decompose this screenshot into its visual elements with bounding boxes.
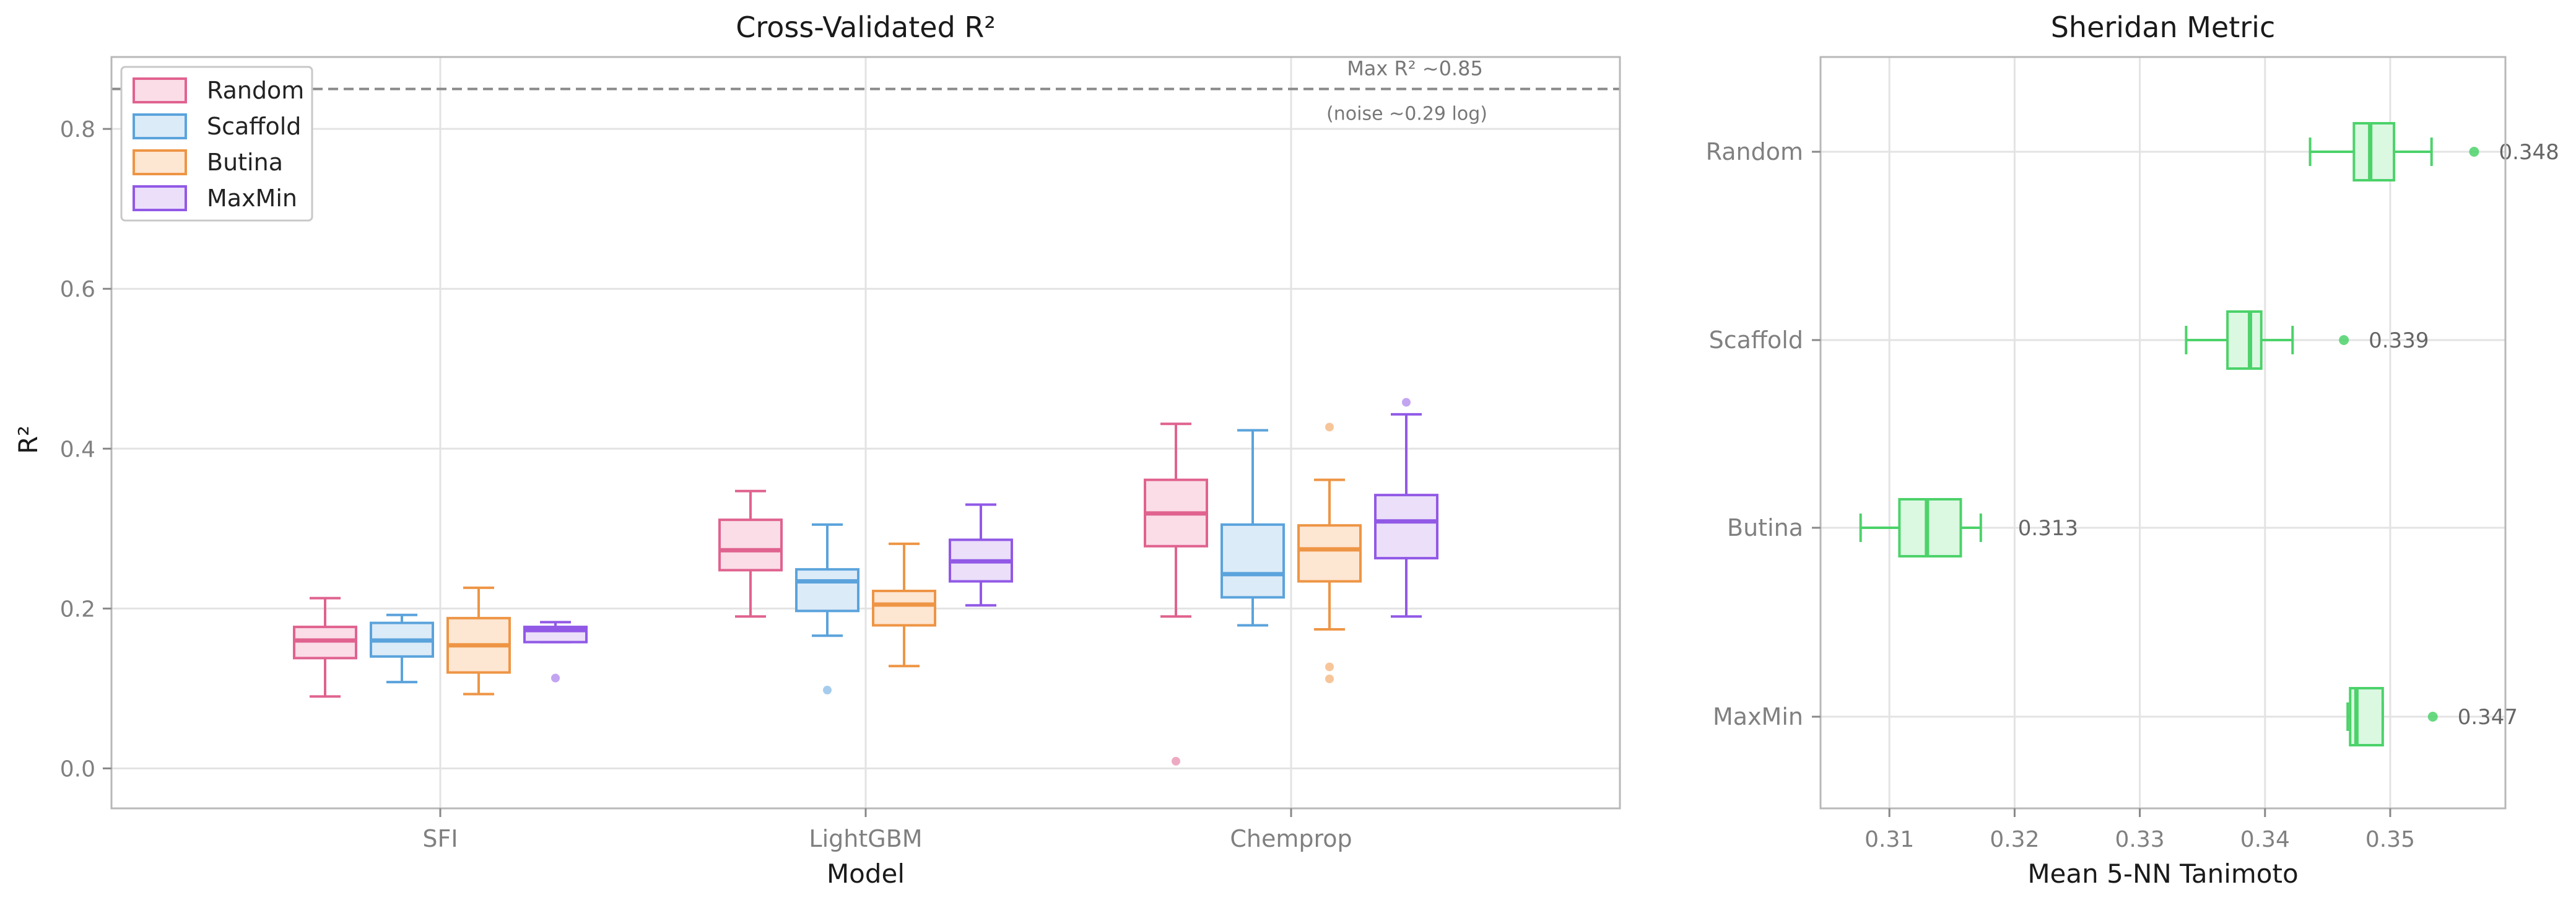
sheridan-x-tick-label: 0.32 [1990, 827, 2039, 852]
sheridan-value-label: 0.348 [2499, 140, 2559, 165]
r2-box-iqr [872, 590, 936, 627]
r2-y-tick-label: 0.0 [60, 756, 95, 782]
sheridan-y-tick-label: Random [1706, 138, 1803, 165]
noise-label: (noise ~0.29 log) [1326, 103, 1487, 125]
sheridan-y-tick-label: MaxMin [1713, 703, 1803, 730]
r2-box-iqr [1374, 494, 1438, 560]
legend-swatch-random [133, 77, 187, 103]
r2-box-scaffold [370, 613, 434, 684]
r2-box-maxmin [1374, 398, 1438, 618]
r2-chart-title: Cross-Validated R² [736, 11, 996, 44]
r2-box-iqr [718, 518, 783, 572]
sheridan-y-tick-label: Butina [1727, 514, 1803, 541]
r2-box-iqr [1221, 523, 1285, 599]
r2-box-scaffold [1221, 429, 1285, 627]
legend-label-scaffold: Scaffold [207, 113, 301, 140]
r2-x-tick-label: Chemprop [1230, 825, 1352, 852]
r2-outlier-point [823, 686, 832, 695]
r2-box-iqr [795, 568, 859, 613]
sheridan-x-tick-label: 0.35 [2365, 827, 2415, 852]
r2-y-tick-label: 0.6 [60, 277, 95, 302]
r2-x-axis-ticks: SFI LightGBM Chemprop [422, 808, 1352, 852]
legend-label-random: Random [207, 77, 304, 104]
r2-box-maxmin [523, 621, 588, 683]
sheridan-x-tick-label: 0.33 [2115, 827, 2165, 852]
r2-box-butina [872, 542, 936, 668]
r2-outlier-point [1325, 662, 1334, 671]
r2-y-tick-label: 0.2 [60, 597, 95, 622]
r2-box-butina [1297, 422, 1362, 683]
legend-label-maxmin: MaxMin [207, 185, 297, 212]
r2-box-series [293, 398, 1438, 766]
r2-outlier-point [1325, 674, 1334, 683]
r2-outlier-point [1172, 756, 1180, 766]
r2-box-random [1144, 422, 1208, 766]
r2-box-scaffold [795, 523, 859, 695]
legend-swatch-maxmin [133, 185, 187, 211]
r2-y-axis-ticks: 0.0 0.2 0.4 0.6 0.8 [60, 117, 111, 782]
sheridan-mean-point [2339, 335, 2349, 345]
sheridan-value-label: 0.347 [2458, 705, 2518, 730]
sheridan-box-iqr [1898, 498, 1962, 557]
sheridan-chart-title: Sheridan Metric [2051, 11, 2276, 44]
r2-x-axis-label: Model [827, 859, 905, 889]
r2-box-random [718, 489, 783, 618]
sheridan-value-label: 0.313 [2018, 516, 2078, 541]
sheridan-gridlines [1821, 57, 2505, 808]
sheridan-x-tick-label: 0.31 [1865, 827, 1914, 852]
sheridan-box-iqr [2226, 310, 2263, 370]
max-r2-label: Max R² ~0.85 [1347, 57, 1483, 81]
r2-reference-line-group: Max R² ~0.85 (noise ~0.29 log) [111, 57, 1620, 125]
r2-outlier-point [1402, 398, 1411, 407]
sheridan-box-butina: 0.313 [1859, 498, 2078, 557]
sheridan-x-axis-label: Mean 5-NN Tanimoto [2027, 859, 2298, 889]
sheridan-panel: Sheridan Metric 0.348 0.339 0.313 0.347 Ran… [1706, 11, 2559, 889]
r2-box-butina [446, 586, 511, 696]
sheridan-y-axis-ticks: Random Scaffold Butina MaxMin [1706, 138, 1821, 730]
sheridan-x-axis-ticks: 0.31 0.32 0.33 0.34 0.35 [1865, 808, 2415, 852]
sheridan-mean-point [2427, 712, 2438, 722]
r2-x-tick-label: LightGBM [809, 825, 922, 852]
sheridan-x-tick-label: 0.34 [2240, 827, 2290, 852]
legend-swatch-butina [133, 149, 187, 175]
r2-outlier-point [551, 673, 560, 683]
sheridan-mean-point [2469, 147, 2479, 157]
sheridan-box-iqr [2352, 122, 2396, 181]
r2-y-tick-label: 0.8 [60, 117, 95, 142]
r2-y-axis-label: R² [13, 426, 43, 454]
r2-y-tick-label: 0.4 [60, 437, 95, 462]
r2-box-random [293, 597, 357, 698]
legend-frame [120, 66, 313, 222]
r2-x-tick-label: SFI [422, 825, 458, 852]
r2-legend: Random Scaffold Butina MaxMin [120, 66, 313, 222]
legend-label-butina: Butina [207, 149, 283, 176]
r2-box-maxmin [949, 503, 1013, 607]
sheridan-box-series: 0.348 0.339 0.313 0.347 [1859, 122, 2559, 746]
r2-gridlines [111, 57, 1620, 808]
sheridan-box-maxmin: 0.347 [2346, 687, 2518, 746]
legend-swatch-scaffold [133, 113, 187, 139]
sheridan-box-random: 0.348 [2308, 122, 2559, 181]
sheridan-plot-frame [1819, 56, 2507, 810]
sheridan-y-tick-label: Scaffold [1709, 326, 1803, 354]
r2-outlier-point [1325, 422, 1334, 432]
sheridan-value-label: 0.339 [2369, 328, 2429, 353]
r2-panel: Cross-Validated R² Max R² ~0.85 (noise ~… [13, 11, 1621, 889]
sheridan-box-scaffold: 0.339 [2185, 310, 2429, 370]
r2-box-iqr [1297, 524, 1362, 583]
